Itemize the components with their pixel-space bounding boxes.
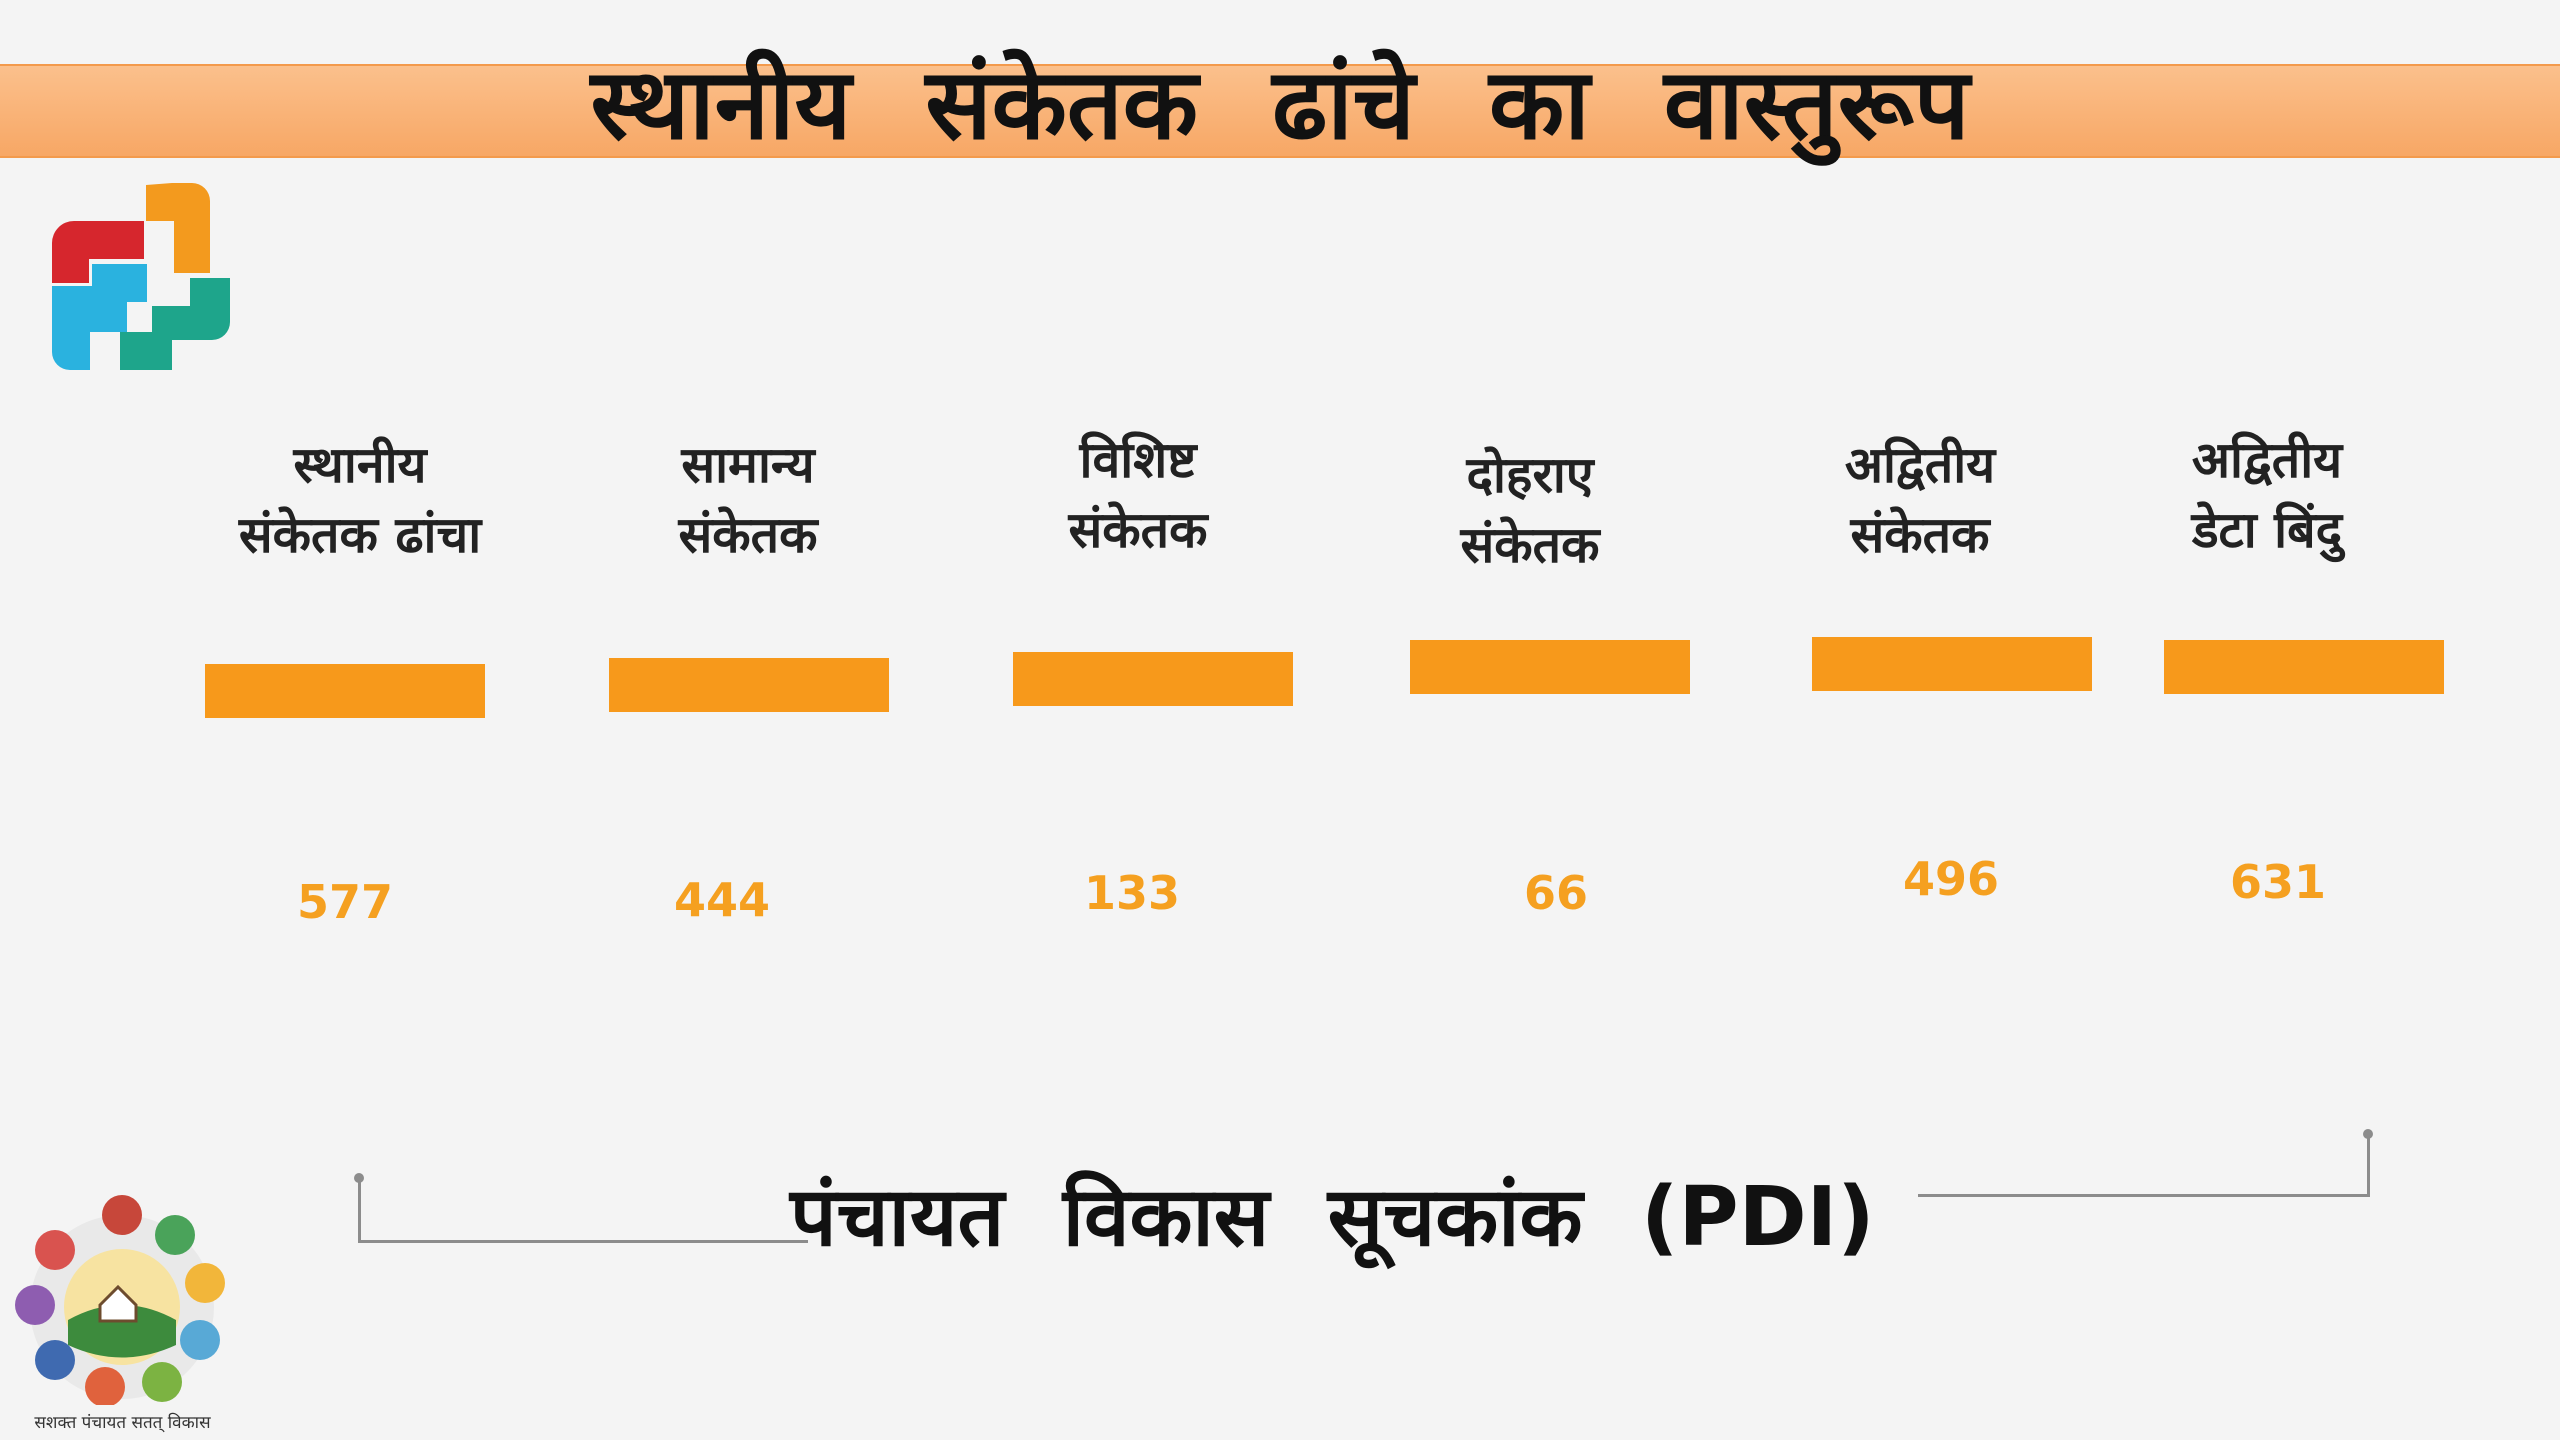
title-band	[0, 64, 2560, 158]
column-value: 66	[1523, 866, 1588, 920]
page-title: स्थानीय संकेतक ढांचे का वास्तुरूप	[590, 48, 1970, 162]
column-bar	[2164, 640, 2444, 694]
column-bar	[1812, 637, 2092, 691]
column-bar	[609, 658, 889, 712]
column-value: 577	[296, 875, 394, 929]
bracket-right-horizontal	[1918, 1194, 2370, 1197]
column-label-unique-indicators: अद्वितीय संकेतक	[1844, 436, 1996, 564]
column-label-local-indicator-framework: स्थानीय संकेतक ढांचा	[238, 436, 482, 564]
column-value: 496	[1902, 852, 2000, 906]
column-label-unique-data-points: अद्वितीय डेटा बिंदु	[2191, 431, 2343, 559]
bracket-right-tip	[2363, 1129, 2373, 1139]
emblem-caption: सशक्त पंचायत सतत् विकास	[34, 1413, 211, 1433]
column-bar	[1013, 652, 1293, 706]
column-label-specific-indicators: विशिष्ट संकेतक	[1068, 431, 1208, 559]
bracket-left-vertical	[358, 1178, 361, 1242]
pdi-label: पंचायत विकास सूचकांक (PDI)	[790, 1170, 1875, 1265]
bracket-left-horizontal	[358, 1240, 808, 1243]
column-bar	[1410, 640, 1690, 694]
column-bar	[205, 664, 485, 718]
column-value: 631	[2229, 855, 2327, 909]
column-label-repeated-indicators: दोहराए संकेतक	[1460, 446, 1600, 574]
panchayat-emblem-icon	[15, 1195, 225, 1405]
column-value: 444	[673, 873, 771, 927]
bracket-right-vertical	[2367, 1134, 2370, 1197]
bracket-left-tip	[354, 1173, 364, 1183]
column-value: 133	[1083, 866, 1181, 920]
column-label-common-indicators: सामान्य संकेतक	[678, 436, 818, 564]
interlocking-blocks-logo-icon	[52, 183, 230, 370]
